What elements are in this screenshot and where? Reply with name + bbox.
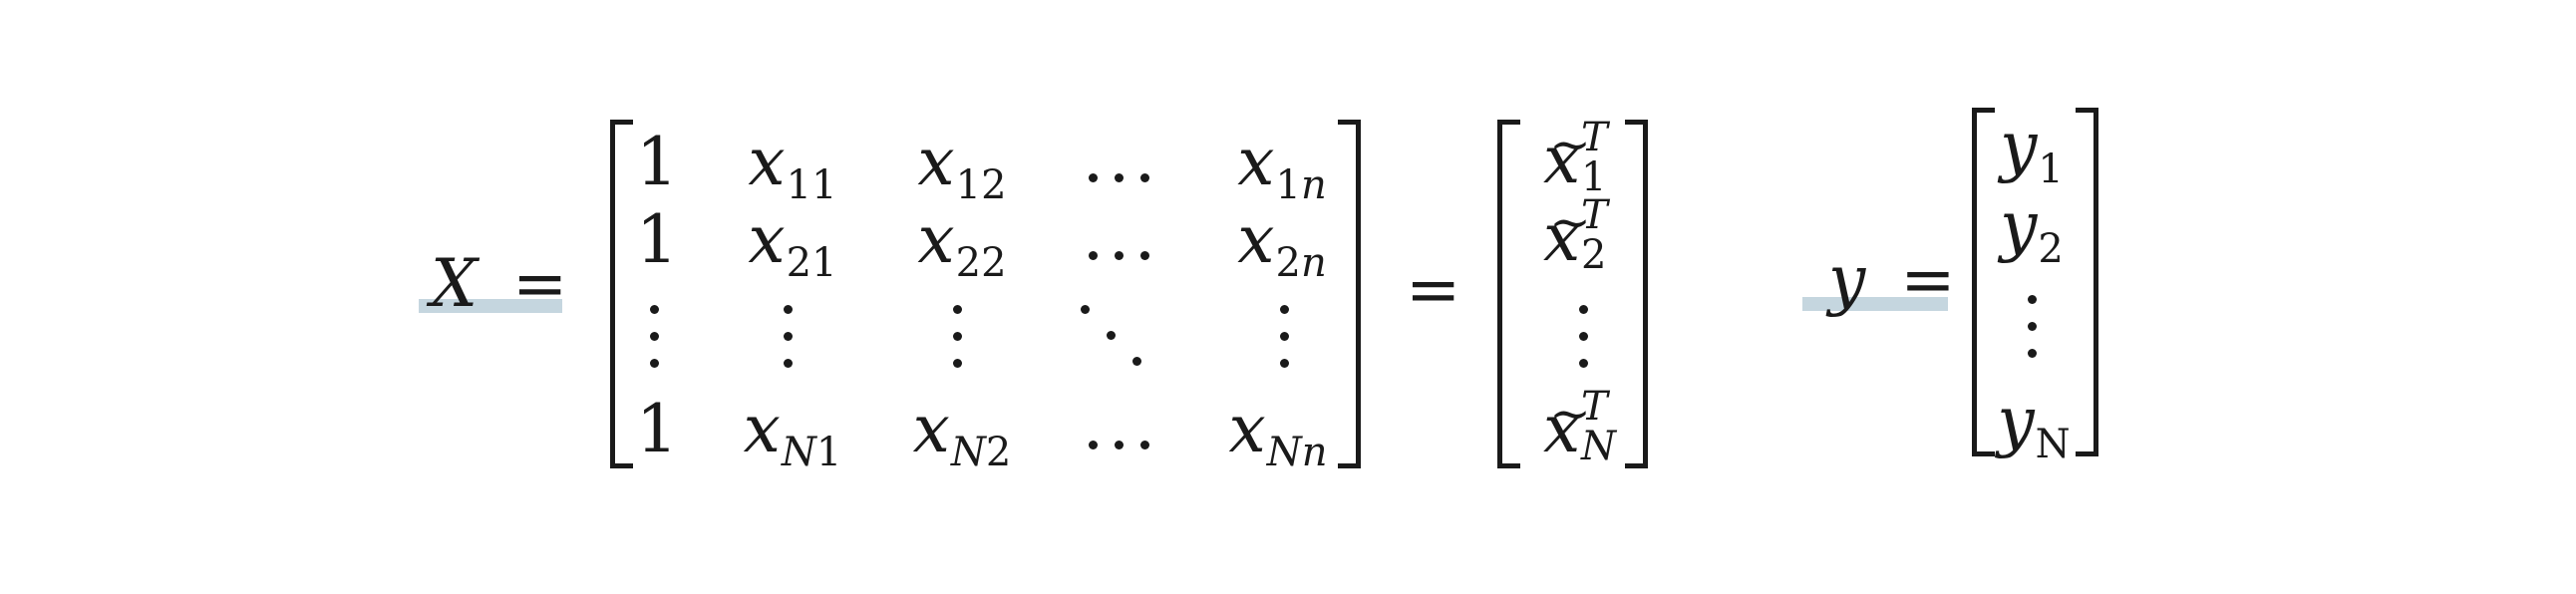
matrix-X-r2-c1: 1: [636, 201, 678, 278]
matrix-X-r2-c5: x2n: [1237, 201, 1327, 286]
matrix-X-r3-c5-vdots: [1254, 305, 1314, 386]
matrix-X-r2-hdots: [1089, 245, 1166, 264]
matrix-X-r3-ddots: [1081, 305, 1160, 375]
matrix-X-r3-c3-vdots: [927, 305, 987, 386]
xtilde-row-2: x ~ T 2: [1543, 192, 1608, 278]
X-symbol: X: [431, 245, 478, 322]
matrix-X-r2-c3: x22: [917, 201, 1007, 286]
matrix-X-r4-c1: 1: [636, 391, 678, 467]
matrix-X-r1-c1: 1: [636, 124, 678, 200]
matrix-X-r4-c3: xN2: [912, 391, 1012, 475]
matrix-X-r2-c2: x21: [748, 201, 837, 286]
xtilde-row-1: x ~ T 1: [1543, 115, 1608, 200]
xtilde-right-bracket: [1625, 120, 1648, 468]
highlight-X: [419, 299, 562, 313]
y-symbol: y: [1828, 241, 1866, 318]
matrix-X-left-bracket: [610, 120, 633, 468]
matrix-X-r3-c1-vdots: [624, 305, 684, 386]
vector-y-vdots: [2002, 295, 2062, 376]
matrix-X-r4-c2: xN1: [743, 391, 842, 475]
matrix-X-right-bracket: [1338, 120, 1361, 468]
matrix-X-r1-c3: x12: [917, 124, 1007, 208]
vector-y-row-N: yN: [1997, 383, 2071, 467]
xtilde-vdots: [1553, 305, 1613, 386]
xtilde-left-bracket: [1497, 120, 1520, 468]
matrix-X-r1-hdots: [1089, 167, 1166, 186]
lhs-X: X =: [431, 251, 567, 317]
matrix-X-r4-c5: xNn: [1228, 391, 1328, 475]
vector-y-left-bracket: [1972, 108, 1995, 456]
xtilde-row-N: x ~ T N: [1543, 384, 1616, 469]
y-equals: =: [1900, 241, 1956, 318]
matrix-X-r1-c2: x11: [748, 124, 837, 208]
matrix-X-r3-c2-vdots: [758, 305, 817, 386]
vector-y-row-1: y1: [2000, 108, 2064, 192]
middle-equals: =: [1406, 251, 1461, 328]
matrix-X-r4-hdots: [1089, 435, 1166, 453]
matrix-X-r1-c5: x1n: [1237, 124, 1327, 208]
highlight-y: [1802, 297, 1948, 311]
vector-y-row-2: y2: [2000, 187, 2064, 272]
X-equals: =: [511, 245, 568, 322]
lhs-y: y =: [1828, 247, 1956, 313]
vector-y-right-bracket: [2076, 108, 2098, 456]
